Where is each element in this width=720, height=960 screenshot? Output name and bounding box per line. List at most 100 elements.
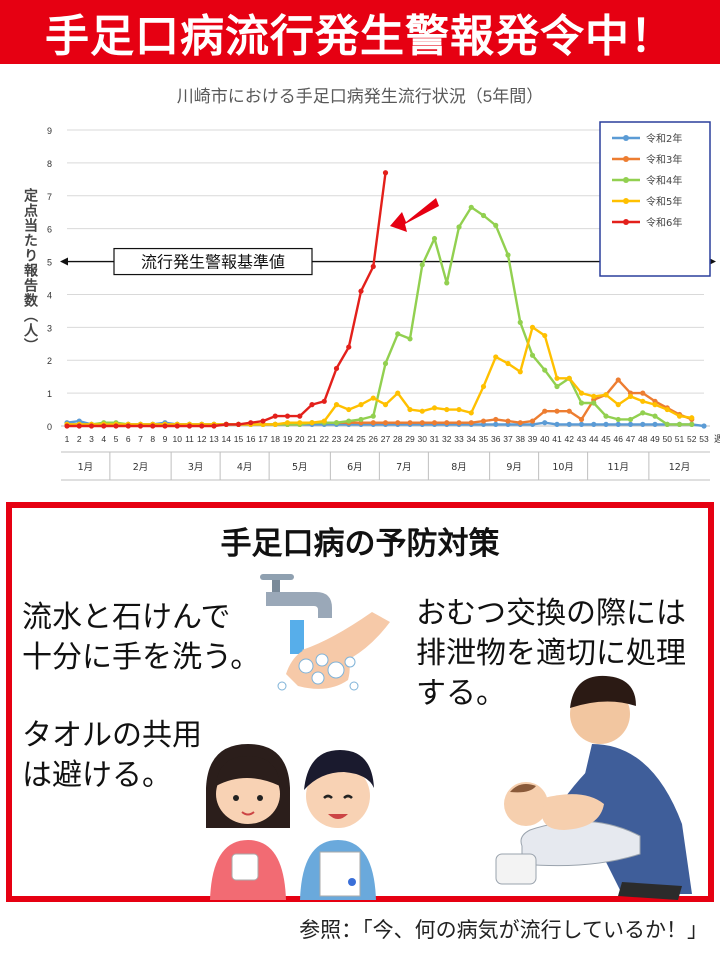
data-point (174, 423, 180, 429)
x-tick-label: 52 (687, 434, 697, 444)
reference-note: 参照：「今、何の病気が流行しているか！」 (299, 918, 708, 942)
highlight-arrow-icon (390, 198, 439, 232)
data-point (321, 418, 327, 424)
data-point (493, 421, 499, 427)
data-point (419, 420, 425, 426)
x-tick-label: 51 (675, 434, 685, 444)
x-tick-label: 17 (258, 434, 268, 444)
threshold-label: 流行発生警報基準値 (141, 253, 285, 272)
month-label: 8月 (451, 462, 467, 473)
data-point (505, 360, 511, 367)
x-tick-label: 43 (577, 434, 587, 444)
x-tick-label: 4 (101, 434, 106, 444)
x-tick-label: 9 (163, 434, 168, 444)
x-tick-label: 18 (271, 434, 281, 444)
diaper-tip: おむつ交換の際には 排泄物を適切に処理 する。 (416, 596, 686, 711)
x-tick-label: 38 (516, 434, 526, 444)
data-point (370, 395, 376, 401)
data-point (591, 393, 597, 399)
data-point (480, 383, 487, 390)
series-令和6年 (64, 170, 389, 429)
data-point (615, 377, 621, 383)
data-point (505, 252, 511, 258)
data-point (456, 420, 462, 426)
x-tick-label: 20 (295, 434, 305, 444)
data-point (529, 352, 536, 358)
data-point (578, 416, 585, 423)
x-tick-label: 31 (430, 434, 440, 444)
data-point (542, 332, 548, 339)
data-point (603, 413, 609, 419)
data-point (419, 408, 425, 414)
data-point (297, 413, 303, 419)
data-point (542, 420, 548, 426)
data-point (689, 415, 695, 421)
data-point (321, 398, 327, 404)
month-label: 12月 (669, 462, 691, 473)
data-point (554, 383, 560, 390)
month-label: 1月 (78, 462, 94, 473)
month-label: 9月 (506, 462, 522, 473)
data-point (358, 402, 364, 408)
data-point (419, 262, 425, 268)
data-point (444, 420, 450, 426)
x-tick-label: 35 (479, 434, 489, 444)
legend-swatch-marker (623, 156, 629, 162)
x-tick-label: 21 (307, 434, 317, 444)
x-tick-label: 24 (344, 434, 354, 444)
data-point (468, 410, 474, 416)
x-tick-label: 41 (552, 434, 562, 444)
data-point (529, 418, 536, 424)
x-tick-label: 29 (405, 434, 415, 444)
data-point (615, 416, 621, 423)
y-tick-label: 4 (47, 290, 52, 300)
x-tick-label: 39 (528, 434, 538, 444)
data-point (260, 418, 266, 424)
x-tick-label: 22 (320, 434, 330, 444)
data-series (64, 170, 707, 429)
legend-label: 令和2年 (646, 132, 682, 145)
data-point (358, 416, 364, 423)
data-point (88, 423, 95, 429)
data-point (627, 416, 634, 423)
x-tick-label: 47 (626, 434, 636, 444)
x-tick-label: 16 (246, 434, 256, 444)
data-point (395, 390, 401, 396)
handwashing-illustration (260, 574, 390, 691)
data-point (664, 406, 670, 413)
x-tick-label: 10 (173, 434, 183, 444)
data-point (444, 406, 450, 413)
data-point (333, 420, 340, 426)
data-point (640, 398, 646, 404)
month-label: 5月 (292, 462, 308, 473)
y-tick-label: 3 (47, 323, 52, 333)
y-tick-labels: 0 1 2 3 4 5 6 7 8 9 (47, 126, 52, 432)
x-tick-label: 45 (601, 434, 611, 444)
data-point (407, 336, 413, 342)
data-point (517, 319, 523, 325)
data-point (456, 224, 462, 230)
threshold-arrow-left-icon (60, 257, 68, 266)
data-point (309, 420, 315, 426)
x-tick-label: 13 (209, 434, 219, 444)
series-line (67, 326, 692, 426)
x-tick-label: 8 (150, 434, 155, 444)
x-tick-label: 19 (283, 434, 293, 444)
data-point (640, 410, 646, 416)
data-point (603, 392, 609, 398)
data-point (395, 420, 401, 426)
data-point (676, 421, 683, 427)
data-point (370, 420, 376, 426)
data-point (162, 423, 168, 429)
legend-swatch-marker (623, 219, 629, 225)
x-tick-label: 49 (650, 434, 660, 444)
x-tick-label: 12 (197, 434, 207, 444)
data-point (382, 360, 389, 367)
month-label: 4月 (237, 462, 253, 473)
data-point (186, 423, 193, 429)
data-point (517, 420, 523, 426)
data-point (444, 280, 450, 286)
x-tick-label: 36 (491, 434, 501, 444)
legend-label: 令和4年 (646, 174, 682, 187)
data-point (468, 204, 474, 210)
